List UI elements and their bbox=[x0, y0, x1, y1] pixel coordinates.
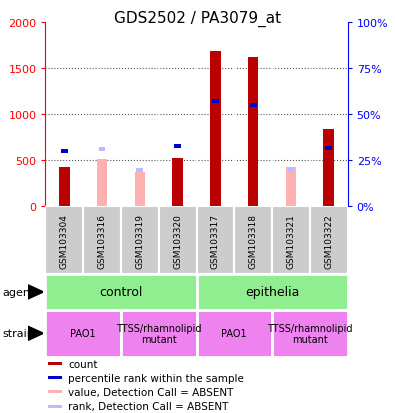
Text: rank, Detection Call = ABSENT: rank, Detection Call = ABSENT bbox=[68, 401, 228, 411]
Text: strain: strain bbox=[2, 328, 34, 339]
Bar bbox=[59, 168, 70, 206]
Bar bbox=[286, 168, 296, 206]
Text: GSM103316: GSM103316 bbox=[98, 213, 107, 268]
Bar bbox=[310, 206, 348, 275]
Bar bbox=[324, 129, 334, 206]
Bar bbox=[97, 160, 107, 206]
Bar bbox=[159, 206, 197, 275]
Text: TTSS/rhamnolipid
mutant: TTSS/rhamnolipid mutant bbox=[116, 323, 201, 344]
Text: GSM103304: GSM103304 bbox=[60, 213, 69, 268]
Bar bbox=[45, 206, 83, 275]
Bar bbox=[49, 390, 62, 393]
Bar bbox=[250, 104, 257, 107]
Bar bbox=[212, 100, 219, 104]
Bar bbox=[197, 275, 348, 310]
Bar bbox=[197, 206, 234, 275]
Text: PAO1: PAO1 bbox=[222, 328, 247, 339]
Bar bbox=[234, 206, 272, 275]
Text: control: control bbox=[99, 286, 143, 299]
Text: GSM103321: GSM103321 bbox=[286, 213, 295, 268]
Text: GSM103317: GSM103317 bbox=[211, 213, 220, 268]
Text: value, Detection Call = ABSENT: value, Detection Call = ABSENT bbox=[68, 387, 233, 397]
Bar bbox=[272, 206, 310, 275]
Bar bbox=[49, 405, 62, 408]
Polygon shape bbox=[28, 326, 43, 341]
Bar bbox=[45, 275, 197, 310]
Bar bbox=[248, 58, 258, 206]
Polygon shape bbox=[28, 285, 43, 299]
Bar bbox=[121, 310, 197, 357]
Bar bbox=[49, 362, 62, 366]
Text: percentile rank within the sample: percentile rank within the sample bbox=[68, 373, 244, 383]
Bar bbox=[272, 310, 348, 357]
Bar bbox=[61, 150, 68, 153]
Bar bbox=[174, 145, 181, 149]
Bar bbox=[210, 52, 221, 206]
Bar bbox=[172, 159, 183, 206]
Bar bbox=[45, 310, 121, 357]
Text: GSM103319: GSM103319 bbox=[135, 213, 144, 268]
Text: GSM103318: GSM103318 bbox=[249, 213, 258, 268]
Text: TTSS/rhamnolipid
mutant: TTSS/rhamnolipid mutant bbox=[267, 323, 353, 344]
Bar bbox=[136, 169, 143, 173]
Bar bbox=[135, 173, 145, 206]
Bar bbox=[83, 206, 121, 275]
Bar bbox=[99, 148, 105, 152]
Bar bbox=[121, 206, 159, 275]
Text: epithelia: epithelia bbox=[245, 286, 299, 299]
Text: count: count bbox=[68, 359, 98, 369]
Bar bbox=[288, 169, 294, 173]
Bar bbox=[49, 376, 62, 380]
Text: GDS2502 / PA3079_at: GDS2502 / PA3079_at bbox=[114, 10, 281, 26]
Text: agent: agent bbox=[2, 287, 34, 297]
Bar bbox=[197, 310, 272, 357]
Bar bbox=[325, 147, 332, 150]
Text: GSM103322: GSM103322 bbox=[324, 213, 333, 268]
Text: GSM103320: GSM103320 bbox=[173, 213, 182, 268]
Text: PAO1: PAO1 bbox=[70, 328, 96, 339]
